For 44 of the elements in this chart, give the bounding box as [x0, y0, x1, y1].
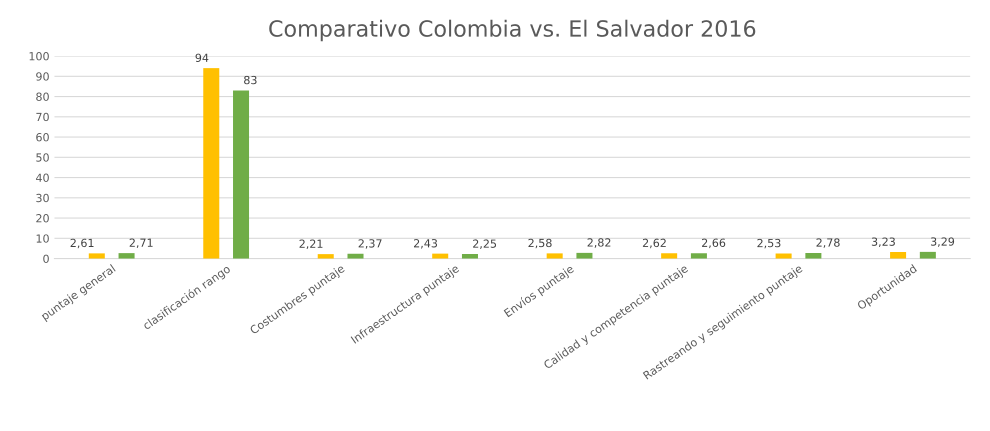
y-tick-label: 20 [36, 214, 49, 222]
bar [118, 253, 135, 259]
y-tick-label: 80 [36, 92, 49, 101]
bar [576, 252, 592, 259]
data-label: 94 [196, 54, 208, 62]
y-tick-label: 60 [36, 133, 49, 142]
data-label: 2,82 [588, 238, 610, 248]
y-tick-label: 100 [30, 52, 49, 60]
bar [347, 254, 364, 259]
data-label: 2,61 [70, 238, 94, 248]
data-label: 3,29 [930, 237, 954, 247]
data-label: 83 [244, 76, 257, 84]
bar [920, 252, 936, 259]
bar [233, 90, 250, 259]
data-label: 2,58 [528, 238, 552, 248]
data-label: 2,53 [757, 238, 780, 248]
bar [690, 253, 707, 259]
data-label: 2,78 [816, 238, 840, 248]
y-tick-label: 10 [36, 234, 49, 243]
bar [462, 254, 478, 259]
data-label: 2,43 [414, 239, 438, 249]
chart-title: Comparativo Colombia vs. El Salvador 2016 [269, 20, 756, 42]
data-label: 2,62 [642, 238, 666, 248]
data-label: 2,71 [130, 238, 153, 248]
bar [318, 254, 334, 259]
bar [661, 253, 678, 259]
data-label: 2,25 [473, 239, 496, 249]
data-label: 2,66 [702, 238, 726, 248]
data-label: 3,23 [872, 237, 895, 247]
bar [776, 253, 792, 259]
data-label: 2,21 [300, 240, 322, 250]
y-tick-label: 70 [36, 112, 49, 122]
y-tick-label: 0 [43, 254, 49, 263]
y-tick-label: 40 [36, 174, 49, 182]
bar [546, 253, 563, 259]
bar [432, 254, 448, 259]
bar [890, 252, 906, 259]
bar [88, 253, 105, 259]
y-tick-label: 50 [36, 153, 49, 162]
y-tick-label: 90 [36, 72, 49, 81]
y-tick-label: 30 [36, 194, 49, 202]
bar [805, 252, 822, 259]
data-label: 2,37 [358, 239, 382, 249]
bar [203, 68, 220, 259]
